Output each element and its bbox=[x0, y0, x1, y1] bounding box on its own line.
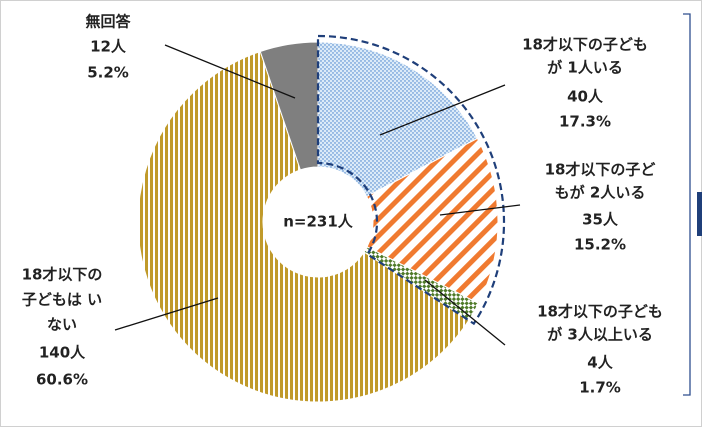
leader-line bbox=[379, 84, 506, 136]
leader-line bbox=[114, 297, 219, 331]
leader-line bbox=[164, 44, 296, 99]
percent-label: 5.2% bbox=[87, 64, 129, 82]
category-label: 無回答 bbox=[85, 13, 131, 31]
value-label: 4人 bbox=[587, 354, 613, 372]
category-label: が 3人以上いる bbox=[547, 326, 653, 344]
center-label: n=231人 bbox=[283, 213, 354, 231]
category-label: 18才以下の子ども bbox=[537, 303, 663, 321]
percent-label: 1.7% bbox=[579, 379, 621, 397]
bracket-tab bbox=[697, 192, 702, 236]
donut-slice bbox=[366, 137, 499, 305]
bracket bbox=[683, 13, 691, 396]
category-label: 18才以下の bbox=[22, 266, 103, 284]
leader-line bbox=[424, 279, 506, 346]
percent-label: 15.2% bbox=[574, 236, 626, 254]
category-label: 18才以下の子ども bbox=[522, 36, 648, 54]
category-label: 子どもは い bbox=[22, 291, 102, 309]
category-label: もが 2人いる bbox=[555, 184, 646, 202]
donut-slice bbox=[137, 50, 470, 403]
value-label: 12人 bbox=[90, 38, 127, 56]
category-label: 18才以下の子ど bbox=[545, 161, 656, 179]
value-label: 140人 bbox=[39, 344, 86, 362]
value-label: 40人 bbox=[567, 88, 604, 106]
value-label: 35人 bbox=[582, 211, 619, 229]
donut-slice bbox=[317, 41, 479, 198]
percent-label: 60.6% bbox=[36, 371, 88, 389]
group-outline bbox=[316, 34, 506, 326]
percent-label: 17.3% bbox=[559, 113, 611, 131]
category-label: ない bbox=[47, 316, 77, 334]
leader-line bbox=[439, 204, 521, 216]
category-label: が 1人いる bbox=[547, 59, 623, 77]
